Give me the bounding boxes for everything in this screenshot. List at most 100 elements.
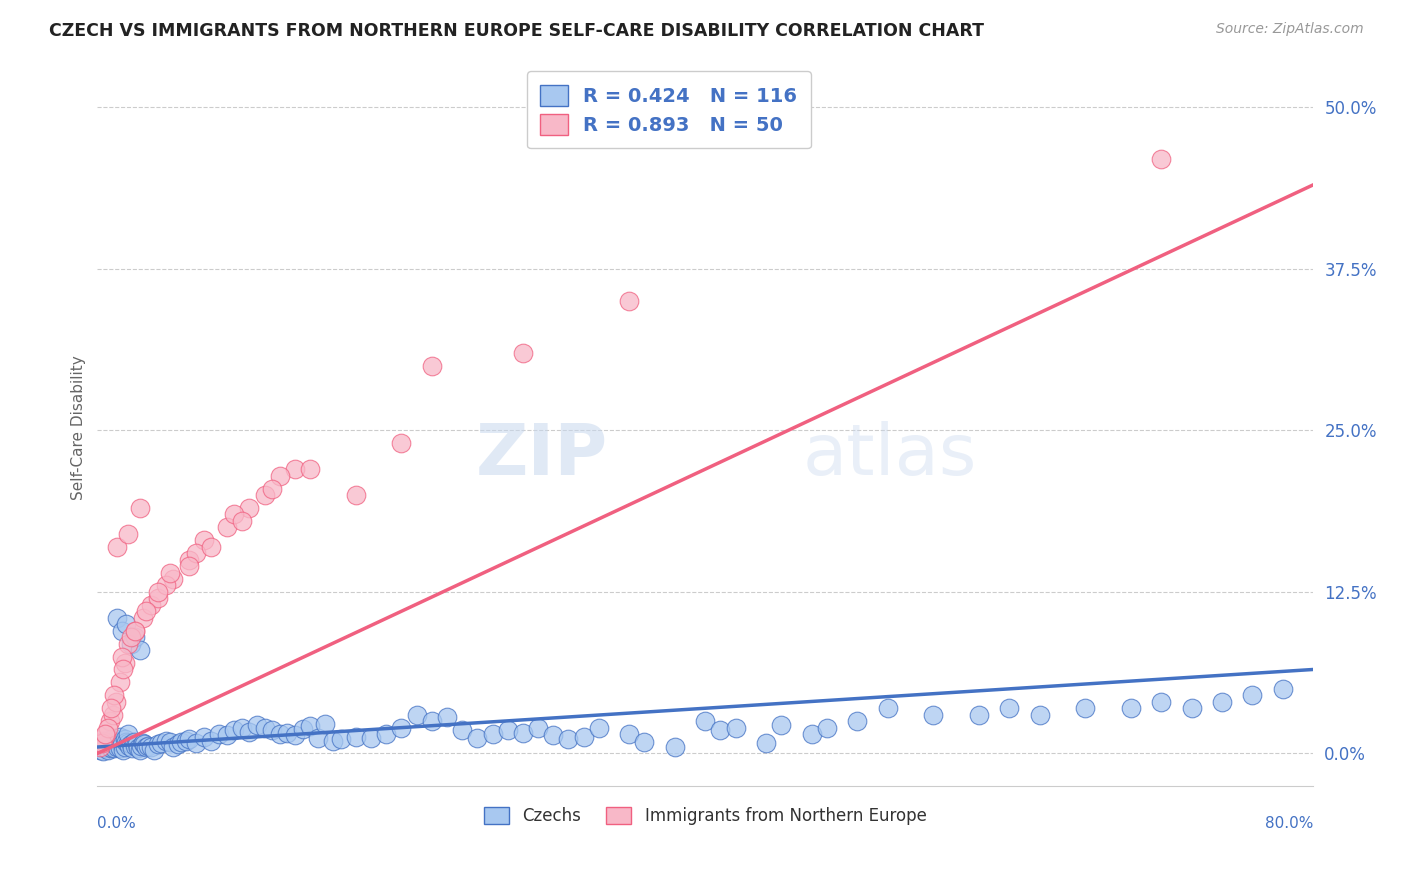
Point xyxy=(405,707,427,722)
Point xyxy=(1181,701,1204,715)
Point xyxy=(115,735,138,749)
Point xyxy=(512,726,534,740)
Point xyxy=(167,738,190,752)
Point xyxy=(177,559,200,574)
Point xyxy=(159,566,181,580)
Point xyxy=(111,738,134,752)
Point xyxy=(238,724,260,739)
Point xyxy=(291,722,314,736)
Point xyxy=(120,637,142,651)
Point xyxy=(131,739,153,753)
Point xyxy=(89,739,111,754)
Point xyxy=(709,723,731,738)
Point xyxy=(329,732,352,747)
Point xyxy=(186,736,208,750)
Point xyxy=(967,707,990,722)
Point xyxy=(114,656,136,670)
Point xyxy=(135,604,157,618)
Y-axis label: Self-Care Disability: Self-Care Disability xyxy=(72,355,86,500)
Point xyxy=(162,572,184,586)
Point xyxy=(155,733,177,747)
Point xyxy=(481,727,503,741)
Point xyxy=(269,727,291,741)
Point xyxy=(136,739,159,753)
Point xyxy=(1241,689,1264,703)
Point xyxy=(299,719,322,733)
Point xyxy=(98,714,121,728)
Point xyxy=(146,585,169,599)
Point xyxy=(127,741,149,756)
Point xyxy=(200,733,222,747)
Point xyxy=(496,723,519,738)
Point xyxy=(262,723,284,738)
Point xyxy=(112,663,135,677)
Point xyxy=(177,552,200,566)
Point xyxy=(94,733,117,747)
Point xyxy=(124,624,146,638)
Point xyxy=(118,739,141,753)
Point xyxy=(101,707,124,722)
Point xyxy=(276,726,298,740)
Point xyxy=(121,741,143,756)
Point xyxy=(132,736,155,750)
Point xyxy=(998,701,1021,715)
Point xyxy=(253,721,276,735)
Point xyxy=(262,482,284,496)
Point xyxy=(115,617,138,632)
Point xyxy=(134,738,156,752)
Point xyxy=(375,727,398,741)
Point xyxy=(90,739,112,754)
Point xyxy=(132,611,155,625)
Point xyxy=(105,739,128,754)
Point xyxy=(129,742,152,756)
Point xyxy=(162,739,184,754)
Point xyxy=(96,739,118,753)
Text: ZIP: ZIP xyxy=(475,421,607,491)
Point xyxy=(174,733,197,747)
Text: atlas: atlas xyxy=(803,421,977,491)
Point xyxy=(922,707,945,722)
Point xyxy=(543,728,565,742)
Point xyxy=(101,739,124,753)
Point xyxy=(117,727,139,741)
Point xyxy=(89,742,111,756)
Point xyxy=(139,739,162,754)
Point xyxy=(122,735,145,749)
Point xyxy=(588,721,610,735)
Point xyxy=(344,488,367,502)
Point xyxy=(98,739,121,754)
Point xyxy=(633,735,655,749)
Point xyxy=(619,294,641,309)
Point xyxy=(108,730,131,744)
Point xyxy=(314,716,336,731)
Point xyxy=(389,436,412,450)
Point xyxy=(93,733,115,747)
Point xyxy=(815,721,838,735)
Point xyxy=(238,500,260,515)
Point xyxy=(208,727,231,741)
Point xyxy=(103,733,125,747)
Point xyxy=(100,701,122,715)
Point xyxy=(619,727,641,741)
Point xyxy=(322,733,344,747)
Point xyxy=(193,533,215,548)
Point xyxy=(215,728,238,742)
Point xyxy=(1271,681,1294,696)
Point xyxy=(724,721,747,735)
Point xyxy=(177,732,200,747)
Point xyxy=(253,488,276,502)
Point xyxy=(114,732,136,747)
Point xyxy=(1150,152,1173,166)
Point xyxy=(1150,695,1173,709)
Point xyxy=(1074,701,1097,715)
Point xyxy=(465,731,488,745)
Point xyxy=(231,721,253,735)
Point xyxy=(215,520,238,534)
Point xyxy=(420,714,443,728)
Text: CZECH VS IMMIGRANTS FROM NORTHERN EUROPE SELF-CARE DISABILITY CORRELATION CHART: CZECH VS IMMIGRANTS FROM NORTHERN EUROPE… xyxy=(49,22,984,40)
Point xyxy=(436,710,458,724)
Point xyxy=(105,540,128,554)
Point xyxy=(193,730,215,744)
Point xyxy=(90,736,112,750)
Point xyxy=(104,695,127,709)
